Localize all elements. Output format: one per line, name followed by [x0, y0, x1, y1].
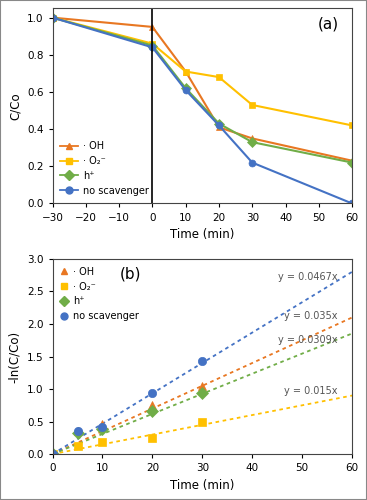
Legend: · OH, · O₂⁻, h⁺, no scavenger: · OH, · O₂⁻, h⁺, no scavenger [57, 138, 152, 198]
no scavenger [100, 424, 105, 430]
h⁺ [75, 430, 80, 436]
· OH [250, 136, 254, 141]
Line: · OH: · OH [49, 14, 356, 164]
Text: y = 0.0467x: y = 0.0467x [277, 272, 337, 282]
no scavenger [150, 390, 155, 396]
· OH [350, 158, 354, 164]
· O₂⁻ [250, 102, 254, 108]
no scavenger [150, 44, 155, 51]
· O₂⁻ [217, 74, 221, 80]
· OH [150, 24, 155, 30]
h⁺ [184, 85, 188, 91]
· O₂⁻ [350, 122, 354, 128]
no scavenger [250, 160, 254, 166]
· OH [100, 421, 105, 427]
Line: · O₂⁻: · O₂⁻ [49, 14, 356, 129]
no scavenger [75, 428, 80, 434]
· OH [75, 428, 80, 434]
Text: y = 0.015x: y = 0.015x [284, 386, 337, 396]
Line: h⁺: h⁺ [48, 389, 207, 458]
· O₂⁻ [100, 440, 105, 446]
· O₂⁻ [150, 40, 155, 46]
· O₂⁻ [184, 68, 188, 74]
Y-axis label: -ln(C/Co): -ln(C/Co) [8, 330, 21, 382]
no scavenger [217, 122, 221, 128]
· OH [200, 383, 204, 389]
no scavenger [350, 200, 354, 206]
no scavenger [184, 87, 188, 93]
Text: (b): (b) [120, 267, 141, 282]
h⁺ [100, 426, 105, 432]
· O₂⁻ [200, 419, 204, 425]
h⁺ [150, 408, 155, 414]
h⁺ [200, 390, 204, 396]
h⁺ [217, 120, 221, 126]
h⁺ [50, 14, 55, 20]
Line: · OH: · OH [48, 382, 207, 458]
Text: y = 0.0309x: y = 0.0309x [277, 334, 337, 344]
Line: no scavenger: no scavenger [49, 14, 356, 207]
Line: h⁺: h⁺ [49, 14, 356, 166]
h⁺ [150, 42, 155, 48]
· O₂⁻ [75, 444, 80, 450]
Y-axis label: C/Co: C/Co [8, 92, 21, 120]
· OH [217, 124, 221, 130]
X-axis label: Time (min): Time (min) [170, 228, 235, 241]
X-axis label: Time (min): Time (min) [170, 478, 235, 492]
no scavenger [50, 451, 55, 457]
h⁺ [250, 139, 254, 145]
Text: y = 0.035x: y = 0.035x [284, 310, 337, 320]
· OH [50, 451, 55, 457]
Line: · O₂⁻: · O₂⁻ [48, 418, 207, 458]
· O₂⁻ [50, 451, 55, 457]
· OH [50, 14, 55, 20]
h⁺ [350, 160, 354, 166]
no scavenger [200, 358, 204, 364]
· OH [150, 402, 155, 408]
no scavenger [50, 14, 55, 20]
· O₂⁻ [50, 14, 55, 20]
· OH [184, 68, 188, 74]
h⁺ [50, 451, 55, 457]
Line: no scavenger: no scavenger [48, 357, 207, 458]
Text: (a): (a) [317, 16, 339, 31]
Legend: · OH, · O₂⁻, h⁺, no scavenger: · OH, · O₂⁻, h⁺, no scavenger [57, 264, 142, 324]
· O₂⁻ [150, 435, 155, 441]
